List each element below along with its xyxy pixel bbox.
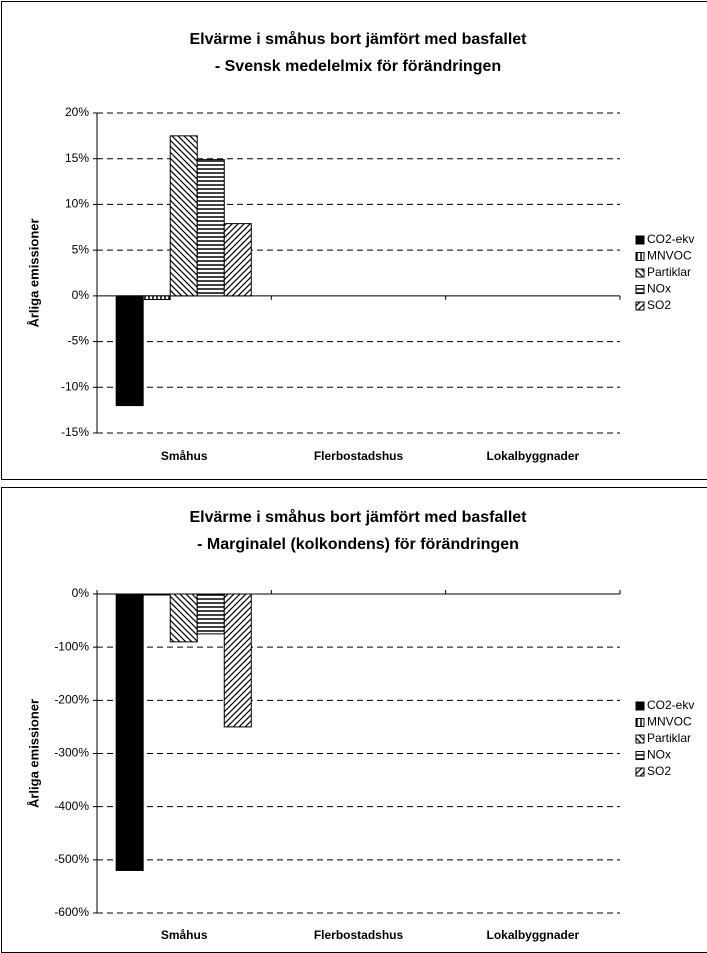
x-tick-label: Lokalbyggnader [486, 928, 579, 942]
y-tick-label: -5% [68, 334, 90, 348]
y-tick-label: -400% [54, 799, 89, 813]
legend-swatch [635, 751, 645, 760]
y-axis-title: Årliga emissioner [26, 218, 41, 327]
y-tick-label: 10% [65, 197, 89, 211]
legend-swatch [635, 252, 645, 261]
bar [142, 295, 171, 301]
chart: Elvärme i småhus bort jämfört med basfal… [1, 487, 707, 953]
legend-label: MNVOC [647, 249, 692, 263]
chart-title: Elvärme i småhus bort jämfört med basfal… [190, 508, 528, 526]
y-tick-label: -600% [54, 905, 89, 919]
y-tick-label: 0% [72, 288, 90, 302]
y-tick-label: -500% [54, 852, 89, 866]
chart-title: - Marginalel (kolkondens) för förändring… [197, 536, 519, 553]
x-tick-label: Flerbostadshus [314, 449, 404, 463]
chart: Elvärme i småhus bort jämfört med basfal… [1, 1, 707, 480]
legend-label: SO2 [647, 764, 671, 778]
legend-label: MNVOC [647, 715, 692, 729]
chart-frame [1, 487, 707, 953]
legend-label: Partiklar [647, 265, 691, 279]
y-tick-label: 0% [72, 586, 90, 600]
legend-swatch [635, 235, 645, 245]
y-tick-label: -100% [54, 639, 89, 653]
y-tick-label: -200% [54, 693, 89, 707]
chart-title: - Svensk medelelmix för förändringen [215, 58, 501, 75]
y-tick-label: -10% [61, 379, 89, 393]
y-tick-label: 5% [72, 242, 90, 256]
legend-label: NOx [647, 282, 671, 296]
legend-label: SO2 [647, 298, 671, 312]
legend-swatch [635, 285, 645, 294]
y-tick-label: -300% [54, 746, 89, 760]
bar [115, 295, 144, 407]
legend-swatch [635, 301, 645, 311]
bar [223, 223, 252, 297]
x-tick-label: Småhus [161, 449, 208, 463]
bar [142, 593, 171, 596]
y-tick-label: 15% [65, 151, 89, 165]
legend-swatch [635, 767, 645, 777]
legend-swatch [635, 268, 645, 278]
bar [196, 593, 225, 635]
bar [169, 593, 198, 643]
y-tick-label: -15% [61, 425, 89, 439]
y-axis-title: Årliga emissioner [26, 699, 41, 808]
legend-label: CO2-ekv [647, 232, 694, 246]
legend-label: Partiklar [647, 731, 691, 745]
y-tick-label: 20% [65, 105, 89, 119]
x-tick-label: Flerbostadshus [314, 928, 404, 942]
x-tick-label: Småhus [161, 928, 208, 942]
legend-label: NOx [647, 748, 671, 762]
chart-frame [1, 1, 707, 480]
bar [196, 159, 225, 297]
legend-swatch [635, 718, 645, 727]
x-tick-label: Lokalbyggnader [486, 449, 579, 463]
legend-label: CO2-ekv [647, 698, 694, 712]
bar [169, 135, 198, 297]
legend-swatch [635, 701, 645, 711]
legend-swatch [635, 734, 645, 744]
chart-title: Elvärme i småhus bort jämfört med basfal… [190, 30, 528, 48]
bar [223, 593, 252, 728]
bar [115, 593, 144, 871]
